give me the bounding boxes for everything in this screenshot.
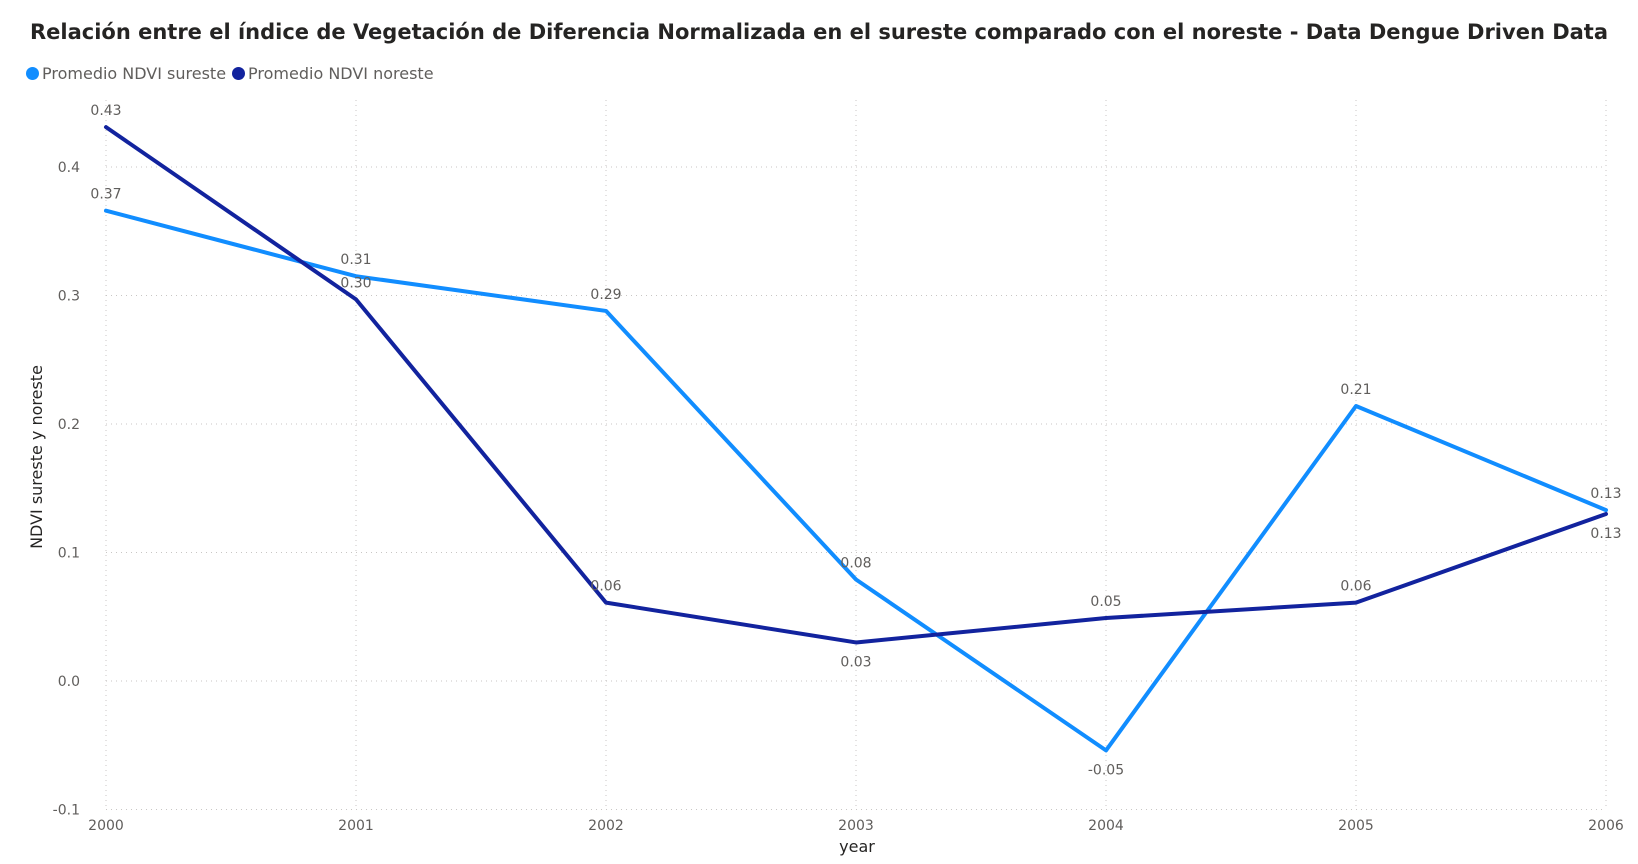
series-lines [103, 124, 1609, 753]
y-tick-label: 0.4 [58, 160, 80, 176]
data-point[interactable] [353, 296, 359, 302]
data-label: 0.29 [590, 287, 621, 303]
data-point[interactable] [603, 308, 609, 314]
data-point[interactable] [603, 600, 609, 606]
data-labels: 0.37 0.31 0.29 0.08 -0.05 0.21 0.13 0.43 0.30 0.0… [90, 103, 1621, 778]
y-tick-label: 0.1 [58, 546, 80, 562]
y-tick-label: 0.3 [58, 289, 80, 305]
data-point[interactable] [1603, 511, 1609, 517]
data-point[interactable] [1103, 615, 1109, 621]
x-tick-label: 2000 [88, 818, 124, 834]
data-label: 0.06 [1340, 579, 1371, 595]
legend-label-sureste: Promedio NDVI sureste [42, 64, 227, 83]
axes: year NDVI sureste y noreste -0.1 0.0 0.1 0.… [27, 160, 1624, 856]
data-label: 0.08 [840, 555, 871, 571]
data-point[interactable] [853, 576, 859, 582]
series-line-noreste[interactable] [104, 125, 1608, 645]
data-point[interactable] [1353, 403, 1359, 409]
data-label: 0.31 [340, 252, 371, 268]
x-axis-title: year [839, 837, 875, 856]
x-tick-label: 2001 [338, 818, 374, 834]
y-tick-label: -0.1 [53, 803, 80, 819]
chart-title: Relación entre el índice de Vegetación d… [29, 20, 1609, 44]
data-label: 0.21 [1340, 382, 1371, 398]
data-label: 0.43 [90, 103, 121, 119]
data-point[interactable] [1353, 600, 1359, 606]
data-label: 0.13 [1590, 486, 1621, 502]
data-label: -0.05 [1088, 762, 1124, 778]
x-tick-label: 2002 [588, 818, 624, 834]
data-point[interactable] [1103, 747, 1109, 753]
y-tick-label: 0.0 [58, 674, 80, 690]
data-label: 0.06 [590, 579, 621, 595]
x-tick-label: 2003 [838, 818, 874, 834]
series-line-sureste[interactable] [104, 208, 1608, 753]
legend-marker-noreste [232, 67, 246, 80]
data-label: 0.30 [340, 275, 371, 291]
y-axis-title: NDVI sureste y noreste [27, 365, 46, 549]
legend-item-sureste[interactable]: Promedio NDVI sureste [26, 64, 226, 83]
x-tick-label: 2005 [1338, 818, 1374, 834]
x-tick-label: 2006 [1588, 818, 1624, 834]
data-point[interactable] [853, 639, 859, 645]
legend: Promedio NDVI sureste Promedio NDVI nore… [26, 64, 440, 83]
data-label: 0.37 [90, 187, 121, 203]
x-tick-label: 2004 [1088, 818, 1124, 834]
grid [105, 100, 1607, 810]
data-label: 0.03 [840, 654, 871, 670]
data-label: 0.13 [1590, 526, 1621, 542]
data-point[interactable] [103, 208, 109, 214]
legend-marker-sureste [26, 67, 39, 80]
data-point[interactable] [103, 124, 109, 130]
data-label: 0.05 [1090, 594, 1121, 610]
y-tick-label: 0.2 [58, 417, 80, 433]
legend-item-noreste[interactable]: Promedio NDVI noreste [232, 64, 434, 83]
legend-label-noreste: Promedio NDVI noreste [248, 64, 434, 83]
